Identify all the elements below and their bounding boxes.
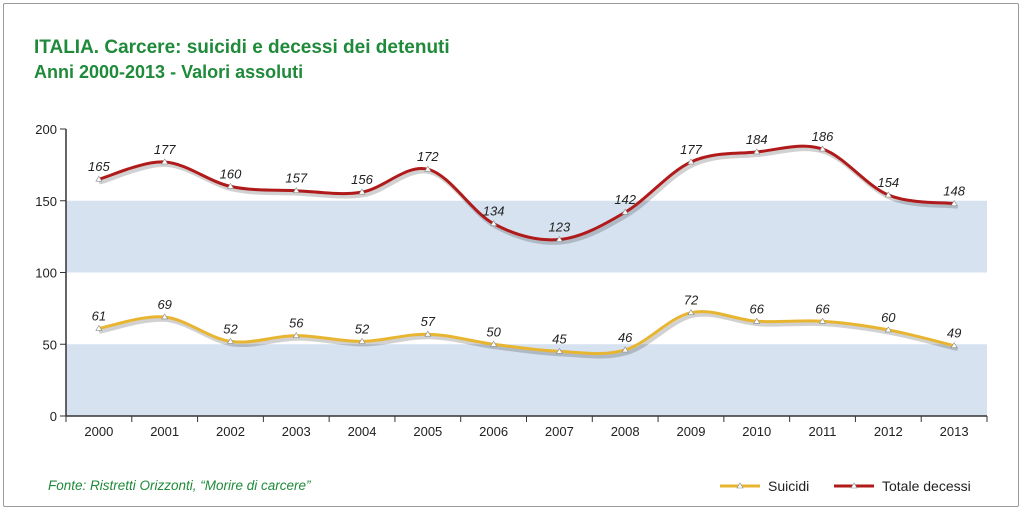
totale-decessi-data-label: 134: [483, 204, 505, 219]
totale-decessi-data-label: 184: [746, 132, 768, 147]
totale-decessi-data-label: 123: [549, 219, 571, 234]
suicidi-point: [490, 340, 498, 347]
x-tick-label: 2001: [150, 424, 179, 439]
totale-decessi-data-label: 177: [680, 142, 702, 157]
suicidi-point: [95, 324, 103, 331]
totale-decessi-point: [819, 145, 827, 152]
x-tick-label: 2011: [809, 424, 837, 439]
x-tick-label: 2008: [611, 424, 640, 439]
suicidi-point: [753, 317, 761, 324]
suicidi-data-label: 56: [289, 316, 304, 331]
suicidi-line-shadow: [98, 312, 959, 359]
y-tick-label: 50: [43, 337, 57, 352]
totale-decessi-point: [555, 235, 563, 242]
suicidi-point: [950, 342, 958, 348]
totale-decessi-data-label: 177: [154, 142, 176, 157]
source-note: Fonte: Ristretti Orizzonti, “Morire di c…: [48, 478, 311, 493]
suicidi-data-label: 52: [223, 321, 238, 336]
suicidi-point: [884, 326, 892, 333]
totale-decessi-point: [753, 148, 761, 155]
totale-decessi-data-label: 156: [351, 172, 373, 187]
totale-decessi-point: [95, 175, 103, 182]
totale-decessi-line-shadow: [98, 147, 959, 245]
suicidi-data-label: 66: [750, 301, 765, 316]
totale-decessi-point: [950, 200, 958, 206]
y-tick-label: 200: [35, 122, 57, 137]
totale-decessi-data-label: 186: [812, 129, 834, 144]
suicidi-point: [292, 332, 300, 338]
x-tick-label: 2009: [677, 424, 706, 439]
totale-decessi-data-label: 148: [943, 184, 965, 199]
totale-decessi-data-label: 172: [417, 149, 439, 164]
totale-decessi-legend-marker: [850, 482, 858, 489]
totale-decessi-point: [226, 182, 234, 189]
x-tick-label: 2013: [940, 424, 969, 439]
totale-decessi-point: [161, 158, 169, 165]
suicidi-point: [226, 337, 234, 344]
totale-decessi-data-label: 142: [614, 192, 636, 207]
x-tick-label: 2007: [545, 424, 574, 439]
x-tick-label: 2005: [413, 424, 442, 439]
suicidi-data-label: 50: [486, 324, 501, 339]
totale-decessi-line: [97, 144, 956, 242]
suicidi-legend-marker: [736, 482, 744, 489]
suicidi-point: [687, 309, 695, 315]
suicidi-data-label: 69: [157, 297, 171, 312]
suicidi-point: [819, 317, 827, 324]
y-tick-label: 150: [35, 194, 57, 209]
background-band: [66, 344, 987, 416]
y-tick-label: 0: [50, 409, 57, 424]
suicidi-line: [97, 310, 956, 356]
totale-decessi-data-label: 157: [285, 171, 307, 186]
x-tick-label: 2000: [84, 424, 113, 439]
suicidi-data-label: 46: [618, 330, 633, 345]
chart-subtitle: Anni 2000-2013 - Valori assoluti: [34, 62, 304, 82]
suicidi-point: [161, 313, 169, 320]
suicidi-data-label: 57: [421, 314, 436, 329]
y-tick-label: 100: [35, 266, 57, 281]
suicidi-point: [555, 347, 563, 354]
totale-decessi-data-label: 165: [88, 159, 110, 174]
suicidi-data-label: 49: [947, 326, 961, 341]
totale-decessi-point: [884, 191, 892, 198]
chart-title: ITALIA. Carcere: suicidi e decessi dei d…: [34, 37, 450, 58]
suicidi-legend-label: Suicidi: [768, 478, 809, 494]
x-tick-label: 2003: [282, 424, 311, 439]
suicidi-data-label: 66: [815, 301, 830, 316]
x-tick-label: 2010: [742, 424, 771, 439]
x-tick-label: 2002: [216, 424, 245, 439]
suicidi-point: [424, 330, 432, 337]
x-tick-label: 2012: [874, 424, 903, 439]
totale-decessi-point: [424, 165, 432, 172]
suicidi-data-label: 45: [552, 331, 567, 346]
totale-decessi-point: [490, 220, 498, 227]
x-tick-label: 2004: [348, 424, 377, 439]
suicidi-data-label: 60: [881, 310, 896, 325]
suicidi-point: [358, 337, 366, 344]
totale-decessi-point: [621, 208, 629, 215]
totale-decessi-data-label: 160: [220, 166, 242, 181]
totale-decessi-point: [292, 187, 300, 194]
suicidi-data-label: 72: [684, 293, 699, 308]
totale-decessi-point: [358, 188, 366, 195]
totale-decessi-point: [687, 158, 695, 165]
suicidi-data-label: 52: [355, 321, 370, 336]
x-tick-label: 2006: [479, 424, 508, 439]
totale-decessi-data-label: 154: [877, 175, 899, 190]
suicidi-data-label: 61: [92, 308, 106, 323]
totale-decessi-legend-label: Totale decessi: [882, 478, 971, 494]
suicidi-point: [621, 346, 629, 353]
